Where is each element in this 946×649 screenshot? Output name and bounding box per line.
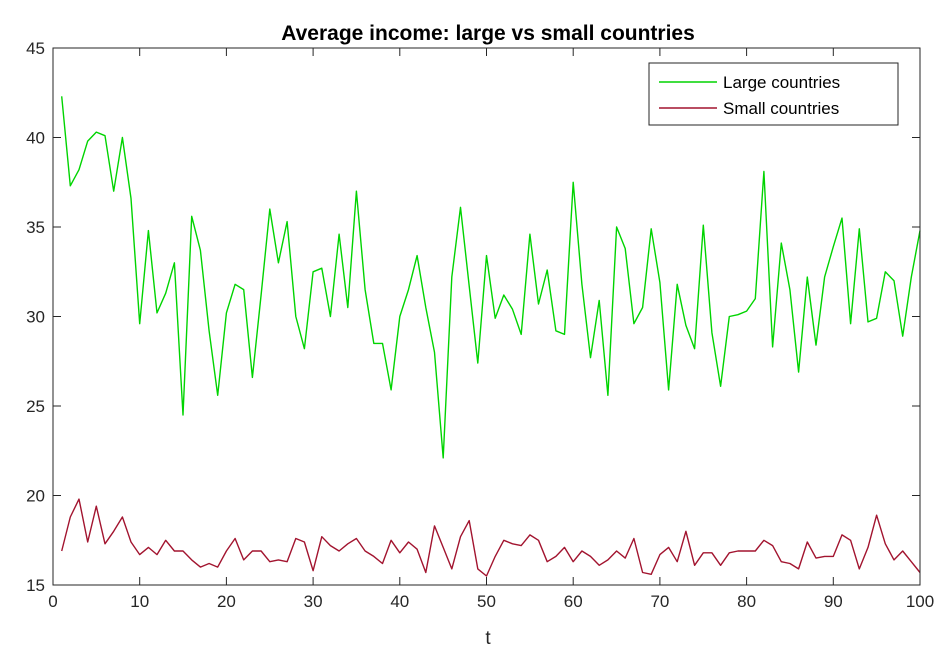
y-tick-label: 20 — [26, 487, 45, 506]
x-tick-label: 90 — [824, 592, 843, 611]
legend: Large countries Small countries — [648, 62, 899, 126]
x-tick-label: 10 — [130, 592, 149, 611]
plot-area — [53, 48, 920, 585]
y-tick-label: 45 — [26, 39, 45, 58]
ticks-layer: 0 10 20 30 40 50 60 70 80 90 100 15 20 25 30 35 40 45 — [26, 39, 934, 611]
legend-entry-label: Small countries — [723, 99, 839, 118]
y-tick-label: 15 — [26, 576, 45, 595]
legend-entry-label: Large countries — [723, 73, 840, 92]
legend-box — [648, 62, 899, 126]
y-tick-label: 25 — [26, 397, 45, 416]
x-tick-label: 30 — [304, 592, 323, 611]
x-tick-label: 40 — [390, 592, 409, 611]
series-line-large-countries — [61, 96, 921, 459]
x-axis-label: t — [485, 628, 491, 649]
x-tick-label: 60 — [564, 592, 583, 611]
x-tick-label: 70 — [650, 592, 669, 611]
y-tick-label: 40 — [26, 129, 45, 148]
x-tick-label: 50 — [477, 592, 496, 611]
series-layer — [61, 96, 921, 577]
x-tick-label: 100 — [906, 592, 934, 611]
series-line-small-countries — [61, 498, 921, 577]
x-tick-label: 0 — [48, 592, 57, 611]
x-tick-label: 20 — [217, 592, 236, 611]
y-tick-label: 30 — [26, 308, 45, 327]
y-tick-label: 35 — [26, 218, 45, 237]
chart-title: Average income: large vs small countries — [281, 22, 695, 45]
x-tick-label: 80 — [737, 592, 756, 611]
